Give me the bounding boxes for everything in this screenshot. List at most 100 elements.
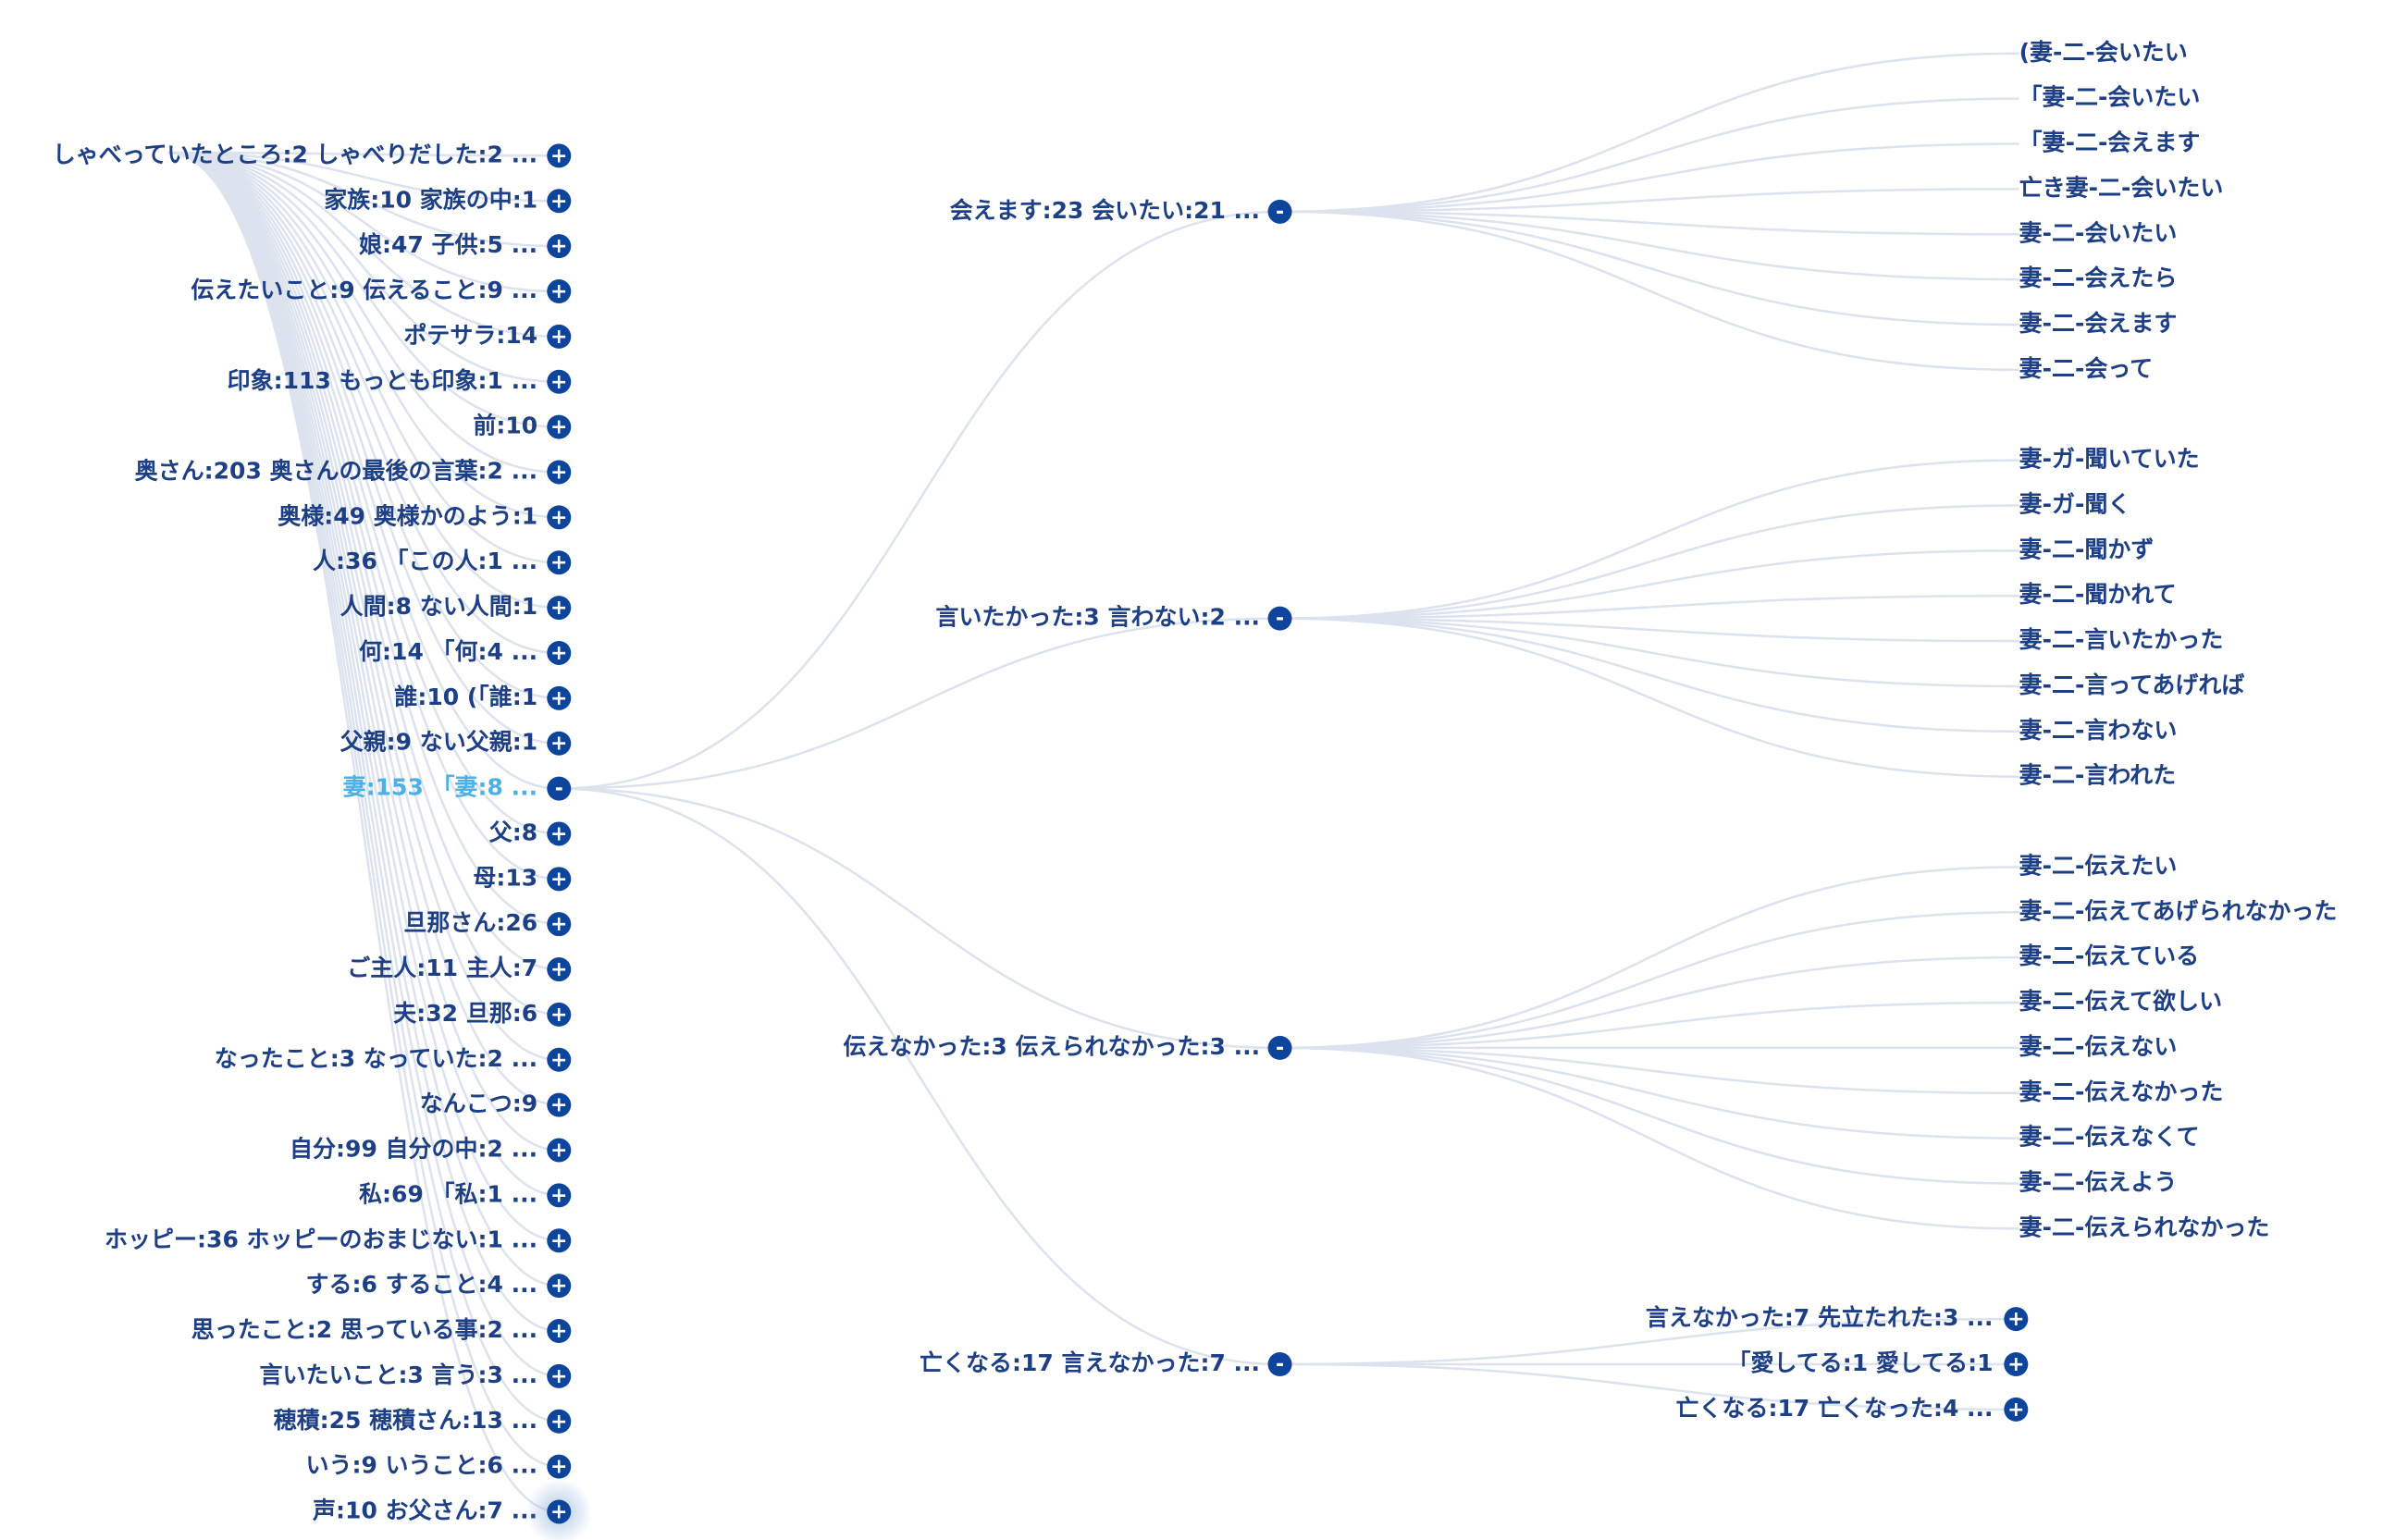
toggle-symbol: + <box>550 144 567 167</box>
node-toggle[interactable]: + <box>547 640 572 665</box>
node-circle <box>547 640 572 665</box>
node-toggle[interactable]: - <box>1267 1035 1292 1060</box>
toggle-symbol: + <box>550 326 567 349</box>
node-label[interactable]: 私:69 「私:1 ... <box>359 1180 537 1207</box>
node-toggle[interactable]: + <box>2004 1307 2029 1332</box>
node-toggle[interactable]: + <box>547 1228 572 1253</box>
node-label[interactable]: 亡くなる:17 亡くなった:4 ... <box>1675 1395 1993 1422</box>
node-label[interactable]: 妻:153 「妻:8 ... <box>343 774 537 801</box>
node-toggle[interactable]: + <box>2004 1397 2029 1422</box>
node-label[interactable]: 穂積:25 穂積さん:13 ... <box>274 1407 537 1434</box>
node-toggle[interactable]: + <box>547 1409 572 1434</box>
node-circle <box>1267 606 1292 631</box>
node-label[interactable]: ご主人:11 主人:7 <box>347 955 537 981</box>
node-label[interactable]: 母:13 <box>473 864 537 891</box>
node-label[interactable]: ホッピー:36 ホッピーのおまじない:1 ... <box>105 1226 537 1252</box>
node-toggle[interactable]: + <box>547 821 572 846</box>
node-label[interactable]: 会えます:23 会いたい:21 ... <box>950 197 1260 224</box>
node-toggle[interactable]: + <box>547 1047 572 1072</box>
node-toggle[interactable]: + <box>547 189 572 214</box>
leaf-label: 妻-ガ-聞く <box>2019 490 2131 517</box>
node-toggle[interactable]: - <box>1267 606 1292 631</box>
node-toggle[interactable]: + <box>547 1363 572 1388</box>
leaf-label: 妻-二-伝えよう <box>2019 1169 2178 1196</box>
node-label[interactable]: 人:36 「この人:1 ... <box>313 548 537 574</box>
node-label[interactable]: 言えなかった:7 先立たれた:3 ... <box>1646 1304 1994 1331</box>
node-toggle[interactable]: - <box>1267 199 1292 224</box>
node-label[interactable]: 自分:99 自分の中:2 ... <box>290 1136 537 1163</box>
node-label[interactable]: 「愛してる:1 愛してる:1 <box>1728 1349 1994 1376</box>
node-circle <box>547 414 572 439</box>
node-toggle[interactable]: + <box>547 143 572 168</box>
nodes: しゃべっていたところ:2 しゃべりだした:2 ... + 家族:10 家族の中:1 +… <box>53 39 2337 1540</box>
node-label[interactable]: 誰:10 (「誰:1 <box>394 684 537 710</box>
node-circle <box>547 1002 572 1027</box>
node-toggle[interactable]: + <box>547 1319 572 1344</box>
node-toggle[interactable]: - <box>547 776 572 801</box>
node-toggle[interactable]: + <box>547 912 572 937</box>
node-toggle[interactable]: + <box>547 1138 572 1163</box>
node-label[interactable]: 亡くなる:17 言えなかった:7 ... <box>920 1349 1260 1376</box>
node-toggle[interactable]: + <box>525 1478 593 1540</box>
node-toggle[interactable]: + <box>547 1002 572 1027</box>
node-toggle[interactable]: + <box>547 1454 572 1479</box>
leaf-label: 妻-ガ-聞いていた <box>2019 446 2200 473</box>
node-circle <box>547 957 572 982</box>
node-label[interactable]: 奥様:49 奥様かのよう:1 <box>278 502 537 529</box>
link <box>167 151 560 428</box>
node-toggle[interactable]: + <box>547 324 572 349</box>
node-circle <box>547 1138 572 1163</box>
node-label[interactable]: 声:10 お父さん:7 ... <box>313 1497 537 1523</box>
link <box>167 151 560 835</box>
node-toggle[interactable]: + <box>2004 1352 2029 1377</box>
node-toggle[interactable]: + <box>547 596 572 621</box>
node-toggle[interactable]: + <box>547 279 572 304</box>
node-label[interactable]: なんこつ:9 <box>420 1090 537 1117</box>
node-label[interactable]: 伝えたいこと:9 伝えること:9 ... <box>191 277 537 303</box>
node-label[interactable]: 旦那さん:26 <box>403 909 537 936</box>
node-label[interactable]: なったこと:3 なっていた:2 ... <box>215 1045 537 1072</box>
node-label[interactable]: 何:14 「何:4 ... <box>359 638 537 665</box>
toggle-symbol: + <box>550 190 567 213</box>
node-label[interactable]: 言いたかった:3 言わない:2 ... <box>935 604 1260 631</box>
link <box>167 151 560 248</box>
node-label[interactable]: いう:9 いうこと:6 ... <box>305 1452 537 1479</box>
node-toggle[interactable]: + <box>547 1092 572 1117</box>
node-label[interactable]: 印象:113 もっとも印象:1 ... <box>228 367 537 394</box>
node-label[interactable]: 思ったこと:2 思っている事:2 ... <box>191 1316 537 1343</box>
node-label[interactable]: 伝えなかった:3 伝えられなかった:3 ... <box>843 1033 1260 1060</box>
node-toggle[interactable]: + <box>547 867 572 892</box>
toggle-symbol: + <box>550 1229 567 1252</box>
node-toggle[interactable]: - <box>1267 1352 1292 1377</box>
node-toggle[interactable]: + <box>547 685 572 710</box>
node-toggle[interactable]: + <box>547 1183 572 1208</box>
node-label[interactable]: しゃべっていたところ:2 しゃべりだした:2 ... <box>53 141 537 167</box>
link <box>167 151 560 881</box>
node-toggle[interactable]: + <box>547 369 572 394</box>
node-toggle[interactable]: + <box>547 731 572 756</box>
leaf-label: 妻-二-言いたかった <box>2019 626 2224 653</box>
link <box>1279 52 2019 214</box>
node-label[interactable]: 娘:47 子供:5 ... <box>359 231 537 258</box>
node-toggle[interactable]: + <box>547 460 572 485</box>
node-toggle[interactable]: + <box>547 234 572 259</box>
node-toggle[interactable]: + <box>547 414 572 439</box>
link <box>167 151 560 926</box>
node-label[interactable]: 奥さん:203 奥さんの最後の言葉:2 ... <box>135 457 537 484</box>
toggle-symbol: + <box>550 1275 567 1298</box>
node-toggle[interactable]: + <box>547 957 572 982</box>
node-label[interactable]: ポテサラ:14 <box>403 322 537 349</box>
node-toggle[interactable]: + <box>547 1274 572 1299</box>
node-toggle[interactable]: + <box>547 550 572 575</box>
node-label[interactable]: 父:8 <box>489 819 537 845</box>
node-circle <box>547 505 572 530</box>
toggle-symbol: + <box>550 733 567 756</box>
node-label[interactable]: 人間:8 ない人間:1 <box>340 593 538 620</box>
node-toggle[interactable]: + <box>547 505 572 530</box>
node-label[interactable]: 家族:10 家族の中:1 <box>324 186 537 213</box>
node-label[interactable]: する:6 すること:4 ... <box>305 1271 537 1298</box>
node-label[interactable]: 前:10 <box>473 413 537 439</box>
node-label[interactable]: 父親:9 ない父親:1 <box>340 729 538 756</box>
node-label[interactable]: 言いたいこと:3 言う:3 ... <box>259 1361 537 1388</box>
node-label[interactable]: 夫:32 旦那:6 <box>393 1000 537 1027</box>
